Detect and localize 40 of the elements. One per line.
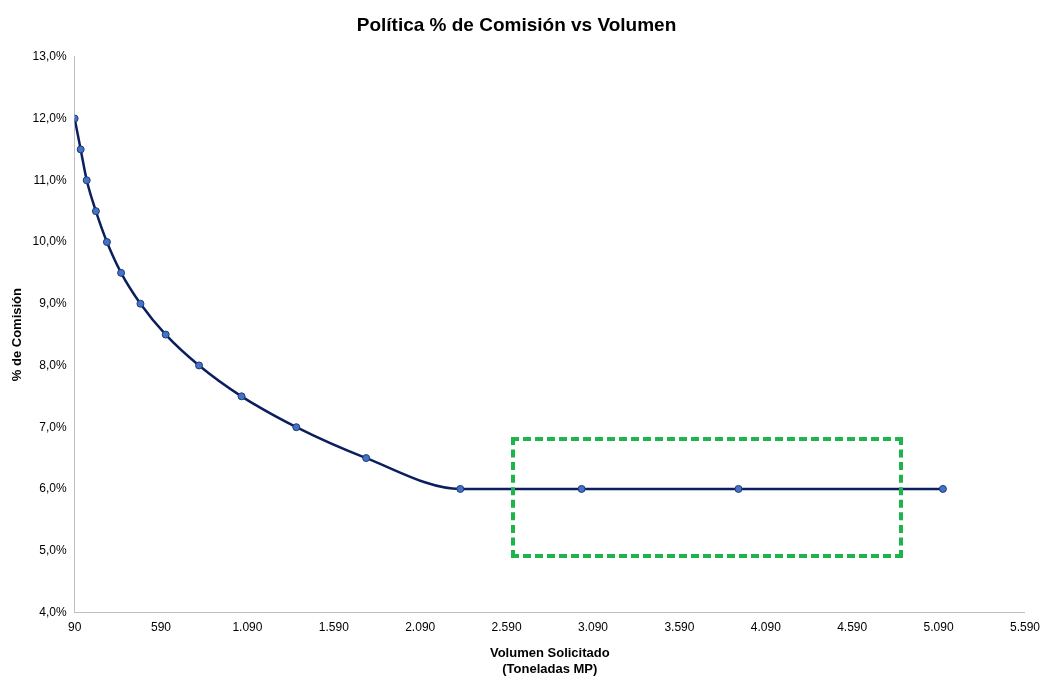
point bbox=[456, 484, 465, 493]
x-tick-label: 2.590 bbox=[491, 619, 522, 634]
point bbox=[102, 238, 111, 246]
y-tick-label: 11,0% bbox=[33, 172, 67, 187]
point bbox=[577, 484, 586, 493]
point bbox=[362, 454, 371, 463]
point bbox=[237, 392, 246, 401]
point bbox=[117, 268, 126, 277]
x-tick-label: 1.590 bbox=[318, 619, 350, 634]
y-tick-label: 13,0% bbox=[32, 49, 67, 64]
chart-title: Política % de Comisión vs Volumen bbox=[356, 13, 677, 35]
y-tick-label: 10,0% bbox=[32, 234, 67, 249]
x-tick-label: 90 bbox=[67, 619, 82, 634]
x-tick-label: 590 bbox=[151, 619, 172, 634]
x-tick-label: 5.590 bbox=[1009, 619, 1041, 634]
point bbox=[734, 484, 743, 493]
y-axis-title: % de Comisión bbox=[9, 287, 25, 382]
point bbox=[136, 299, 145, 308]
y-tick-label: 4,0% bbox=[39, 604, 67, 619]
x-tick-label: 3.590 bbox=[664, 619, 695, 634]
x-tick-label: 4.090 bbox=[750, 619, 782, 634]
y-tick-label: 12,0% bbox=[32, 110, 67, 125]
x-axis-title: Volumen Solicitado (Toneladas MP) bbox=[489, 645, 610, 676]
point bbox=[161, 330, 170, 339]
x-tick-label: 5.090 bbox=[923, 619, 954, 634]
x-tick-label: 2.090 bbox=[405, 619, 436, 634]
y-tick-label: 7,0% bbox=[39, 419, 67, 434]
point bbox=[938, 484, 947, 493]
y-tick-label: 8,0% bbox=[39, 357, 67, 372]
point bbox=[195, 361, 204, 370]
point bbox=[91, 207, 100, 216]
point bbox=[76, 145, 85, 154]
x-tick-label: 4.590 bbox=[837, 619, 868, 634]
x-tick-label: 1.090 bbox=[232, 619, 263, 634]
point bbox=[292, 423, 301, 432]
point bbox=[82, 176, 91, 185]
y-tick-label: 6,0% bbox=[39, 481, 67, 496]
y-tick-label: 5,0% bbox=[39, 542, 67, 557]
x-tick-label: 3.090 bbox=[577, 619, 609, 634]
y-tick-label: 9,0% bbox=[39, 296, 67, 311]
